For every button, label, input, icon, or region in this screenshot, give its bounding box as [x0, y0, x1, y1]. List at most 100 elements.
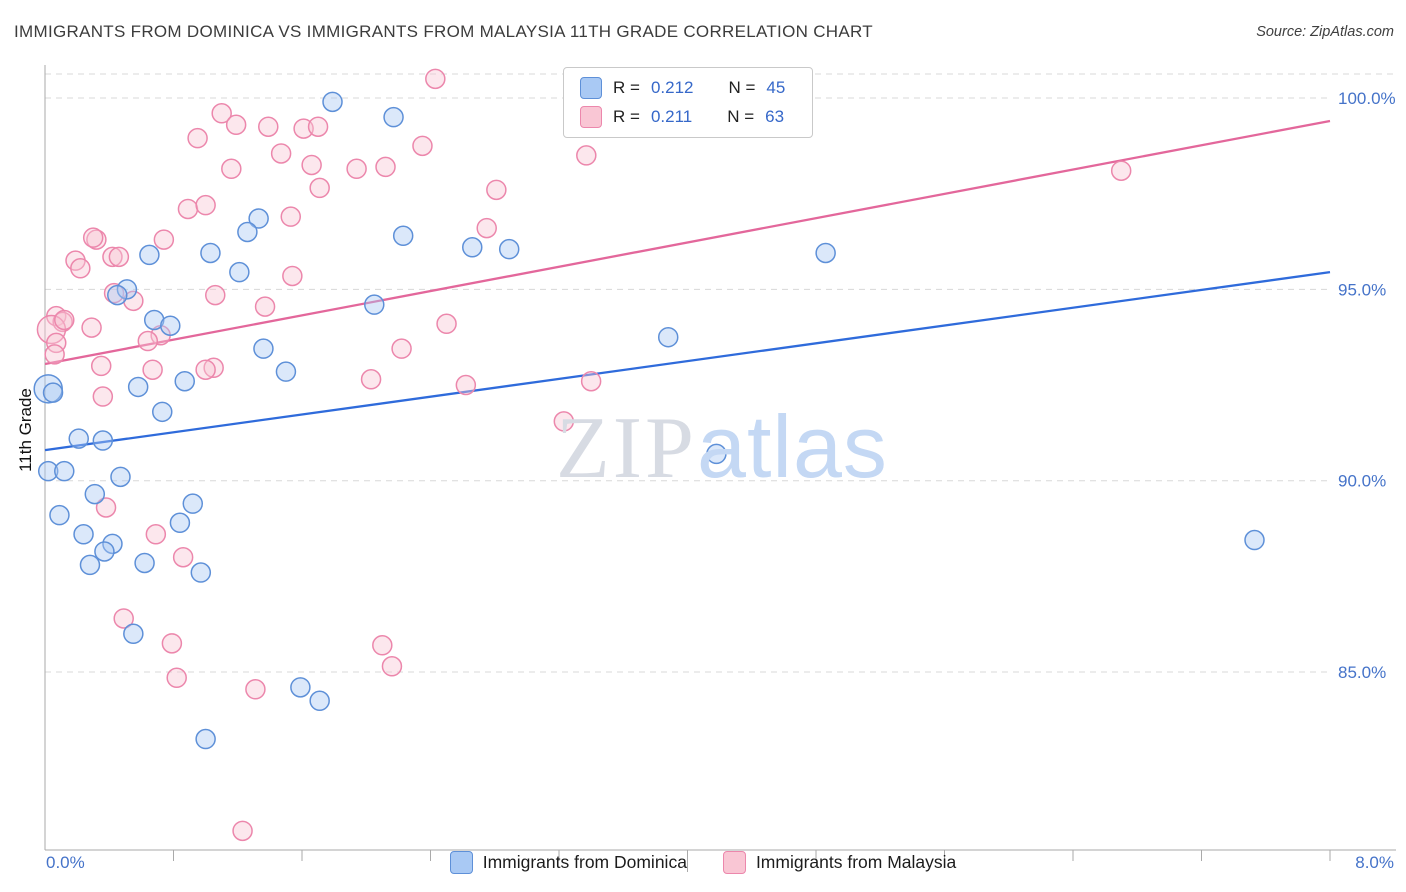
scatter-point: [143, 309, 165, 331]
dominica-legend-swatch: [580, 77, 602, 99]
malaysia-trend-line: [44, 119, 1331, 366]
legend-item-label: Immigrants from Dominica: [482, 852, 687, 872]
scatter-point: [177, 198, 199, 220]
scatter-point: [237, 221, 258, 243]
legend-item-dominica: Immigrants from Dominica: [449, 851, 687, 874]
scatter-point: [476, 217, 497, 239]
scatter-point: [92, 386, 114, 407]
scatter-point: [110, 466, 131, 488]
dominica-trend-line: [44, 270, 1331, 452]
scatter-point: [391, 338, 412, 359]
scatter-point: [84, 483, 106, 505]
y-axis-title: 11th Grade: [16, 388, 35, 472]
malaysia-points: [36, 68, 1132, 842]
scatter-point: [86, 229, 107, 250]
scatter-point: [113, 608, 134, 629]
r-value-dominica: 0.212: [650, 78, 694, 97]
scatter-point: [153, 229, 175, 250]
scatter-point: [290, 677, 311, 698]
scatter-point: [123, 623, 144, 645]
scatter-point: [44, 344, 65, 365]
y-tick-label: 85.0%: [1338, 663, 1386, 682]
r-label: R =: [613, 78, 640, 97]
scatter-point: [70, 258, 91, 279]
scatter-point: [381, 656, 403, 677]
scatter-point: [455, 374, 477, 396]
scatter-point: [232, 820, 253, 842]
r-label: R =: [613, 107, 640, 126]
scatter-point: [134, 552, 155, 574]
scatter-point: [103, 282, 125, 304]
legend-item-malaysia: Immigrants from Malaysia: [722, 851, 957, 874]
scatter-point: [436, 313, 457, 335]
scatter-point: [706, 443, 727, 465]
dominica-points: [33, 91, 1265, 750]
scatter-point: [54, 309, 75, 331]
scatter-point: [301, 154, 322, 176]
scatter-point: [94, 541, 115, 562]
scatter-point: [108, 246, 130, 268]
scatter-point: [172, 546, 194, 568]
scatter-point: [195, 359, 216, 380]
scatter-point: [462, 237, 483, 258]
scatter-point: [142, 359, 163, 380]
scatter-point: [1110, 160, 1132, 181]
scatter-point: [657, 326, 679, 348]
scatter-point: [205, 284, 226, 306]
scatter-point: [195, 194, 216, 216]
scatter-point: [92, 430, 114, 451]
scatter-point: [307, 116, 329, 137]
scatter-point: [190, 562, 212, 583]
scatter-point: [815, 242, 836, 264]
scatter-point: [225, 114, 247, 136]
correlation-legend: R = 0.212 N = 45 R = 0.211 N = 63: [563, 67, 813, 138]
scatter-point: [187, 127, 208, 149]
source-attribution: Source: ZipAtlas.com: [1256, 24, 1394, 40]
scatter-point: [107, 284, 128, 306]
scatter-point: [95, 497, 117, 518]
malaysia-legend-swatch: [580, 106, 602, 128]
r-value-malaysia: 0.211: [650, 107, 693, 126]
scatter-point: [49, 504, 70, 526]
scatter-point: [42, 382, 64, 403]
scatter-point: [576, 145, 597, 166]
chart-title: IMMIGRANTS FROM DOMINICA VS IMMIGRANTS F…: [14, 22, 873, 41]
watermark: ZIPatlas: [556, 403, 888, 493]
scatter-point: [275, 361, 297, 382]
watermark-zip: ZIP: [556, 400, 697, 497]
scatter-point: [73, 524, 94, 545]
n-label: N =: [728, 78, 756, 97]
scatter-point: [425, 68, 446, 90]
scatter-point: [127, 376, 149, 398]
scatter-point: [1244, 529, 1265, 551]
scatter-point: [553, 411, 575, 432]
scatter-point: [102, 246, 123, 268]
legend-item-label: Immigrants from Malaysia: [755, 852, 957, 872]
scatter-point: [174, 370, 195, 392]
scatter-point: [392, 225, 414, 247]
scatter-point: [383, 106, 404, 128]
scatter-point: [54, 460, 75, 482]
scatter-point: [160, 315, 181, 336]
scatter-point: [280, 206, 302, 227]
scatter-point: [37, 460, 59, 482]
scatter-point: [245, 679, 266, 700]
series-legend: Immigrants from Dominica Immigrants from…: [0, 851, 1406, 874]
scatter-point: [258, 116, 279, 137]
scatter-point: [412, 135, 433, 157]
scatter-point: [79, 554, 101, 576]
scatter-point: [116, 279, 138, 300]
scatter-point: [309, 690, 330, 712]
scatter-point: [169, 512, 191, 534]
x-axis-max-label: 8.0%: [1355, 853, 1394, 872]
scatter-point: [145, 524, 167, 545]
y-tick-label: 90.0%: [1338, 472, 1386, 491]
scatter-point: [203, 357, 224, 379]
scatter-point: [248, 208, 269, 229]
n-value-malaysia: 63: [765, 107, 785, 126]
scatter-point: [322, 91, 343, 113]
scatter-point: [580, 370, 602, 392]
scatter-point: [90, 355, 112, 377]
scatter-point: [81, 317, 102, 338]
